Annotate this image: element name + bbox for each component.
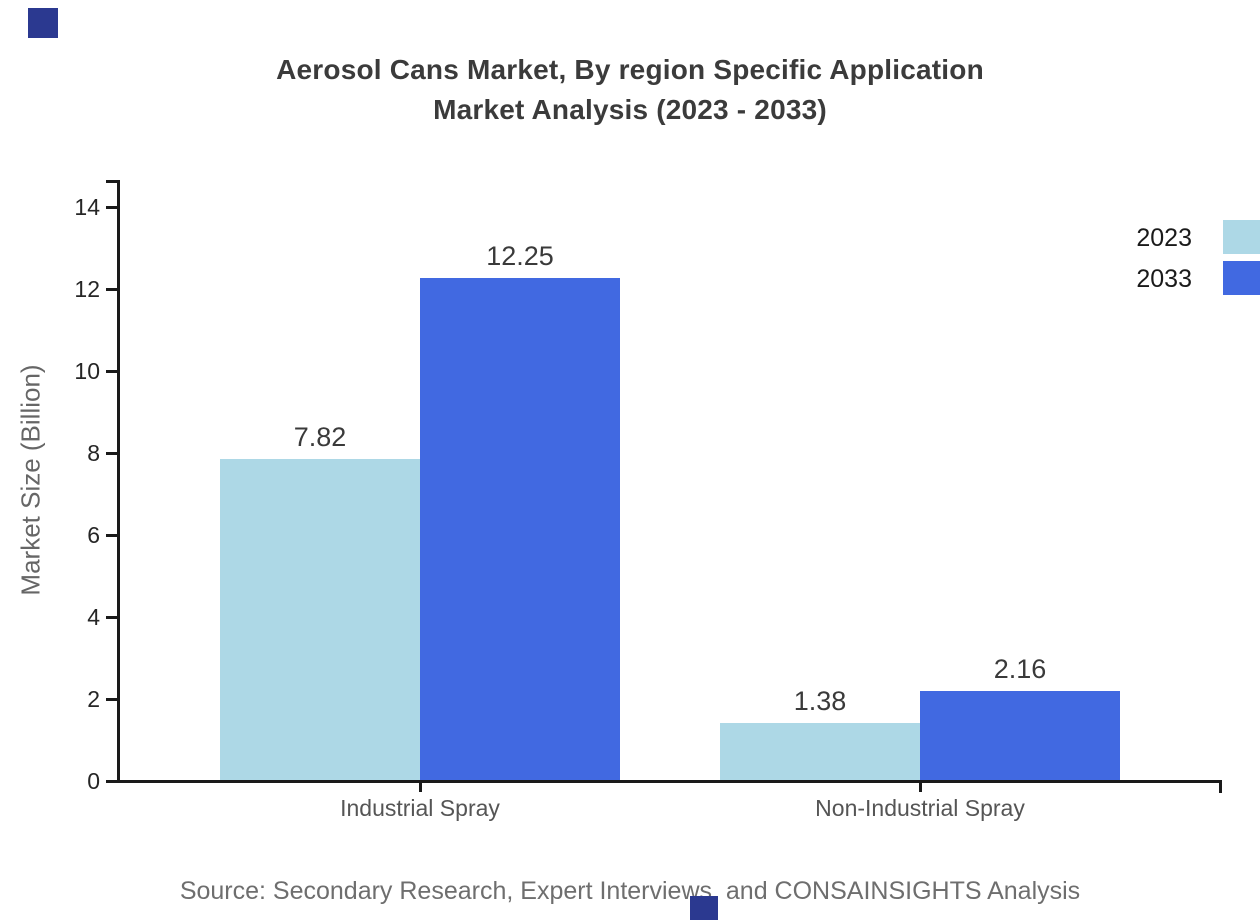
chart-title-line1: Aerosol Cans Market, By region Specific … xyxy=(276,54,984,85)
chart-title-line2: Market Analysis (2023 - 2033) xyxy=(433,94,827,125)
bar-value-label: 7.82 xyxy=(293,422,347,452)
legend-swatch-2023 xyxy=(1223,220,1260,254)
y-axis-line xyxy=(117,180,120,783)
x-axis-line xyxy=(117,780,1222,783)
source-note: Source: Secondary Research, Expert Inter… xyxy=(179,877,1081,905)
y-tick xyxy=(106,698,117,701)
y-tick-label: 14 xyxy=(74,194,100,220)
y-tick-label: 10 xyxy=(74,358,100,384)
y-tick-label: 6 xyxy=(87,522,100,548)
y-tick-label: 8 xyxy=(87,440,100,466)
x-tick xyxy=(919,783,922,792)
y-tick xyxy=(106,780,117,783)
y-tick xyxy=(106,288,117,291)
y-tick-label: 12 xyxy=(74,276,100,302)
x-tick xyxy=(419,783,422,792)
bar-2033-0 xyxy=(420,278,620,780)
bar-2023-1 xyxy=(720,723,920,780)
legend-swatch-2033 xyxy=(1223,261,1260,295)
y-tick-label: 4 xyxy=(87,604,100,630)
y-tick xyxy=(106,452,117,455)
brand-square-top-left xyxy=(28,8,58,38)
y-tick xyxy=(106,534,117,537)
y-axis-end-cap xyxy=(106,180,117,183)
bar-value-label: 1.38 xyxy=(793,686,847,716)
bar-value-label: 2.16 xyxy=(993,654,1047,684)
y-tick-label: 2 xyxy=(87,686,100,712)
x-category-label: Industrial Spray xyxy=(340,795,500,821)
legend-label-2033: 2033 xyxy=(1136,265,1192,293)
y-tick xyxy=(106,370,117,373)
legend-label-2023: 2023 xyxy=(1136,224,1192,252)
x-axis-end-cap xyxy=(1219,780,1222,793)
x-category-label: Non-Industrial Spray xyxy=(815,795,1025,821)
chart-title: Aerosol Cans Market, By region Specific … xyxy=(130,50,1130,130)
bar-value-label: 12.25 xyxy=(486,241,554,271)
y-tick-label: 0 xyxy=(87,768,100,794)
bar-2023-0 xyxy=(220,459,420,780)
y-tick xyxy=(106,616,117,619)
bar-2033-1 xyxy=(920,691,1120,780)
y-tick xyxy=(106,206,117,209)
brand-square-bottom xyxy=(690,896,718,920)
y-axis-title: Market Size (Billion) xyxy=(15,364,46,596)
